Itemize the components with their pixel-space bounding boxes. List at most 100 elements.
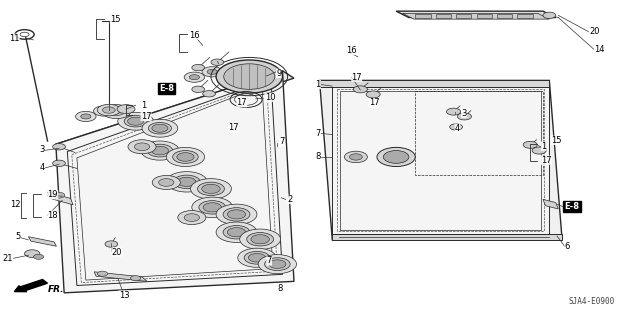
Text: 16: 16 (346, 46, 357, 55)
Circle shape (264, 258, 290, 271)
Circle shape (109, 108, 124, 115)
Circle shape (134, 143, 150, 151)
Circle shape (344, 151, 367, 163)
Text: 17: 17 (541, 156, 552, 165)
Circle shape (216, 60, 282, 93)
Circle shape (532, 147, 546, 154)
Polygon shape (332, 234, 562, 240)
Circle shape (24, 250, 40, 257)
Circle shape (247, 233, 273, 246)
Circle shape (102, 107, 115, 113)
Text: 13: 13 (119, 291, 129, 300)
Text: 1: 1 (541, 142, 547, 151)
Circle shape (105, 241, 118, 247)
Circle shape (152, 175, 180, 189)
Text: 17: 17 (228, 123, 239, 132)
Circle shape (142, 119, 178, 137)
Polygon shape (477, 14, 492, 18)
Circle shape (128, 140, 156, 154)
Text: 17: 17 (351, 73, 362, 82)
Text: 4: 4 (40, 163, 45, 172)
Circle shape (543, 12, 556, 19)
Text: 12: 12 (10, 200, 20, 209)
Text: 8: 8 (316, 152, 321, 161)
Circle shape (269, 260, 286, 269)
Text: 17: 17 (237, 98, 247, 107)
Text: 2: 2 (287, 195, 293, 204)
Text: SJA4-E0900: SJA4-E0900 (568, 297, 614, 306)
Circle shape (203, 203, 221, 212)
FancyArrow shape (14, 279, 47, 292)
Circle shape (81, 114, 91, 119)
Circle shape (211, 59, 224, 65)
Text: 19: 19 (47, 190, 58, 199)
Circle shape (523, 141, 537, 148)
Circle shape (377, 147, 415, 167)
Circle shape (117, 105, 135, 114)
Text: 18: 18 (47, 211, 58, 219)
Circle shape (366, 91, 380, 98)
Circle shape (353, 86, 367, 93)
Polygon shape (543, 199, 558, 209)
Text: 6: 6 (564, 242, 570, 251)
Polygon shape (56, 71, 294, 293)
Circle shape (192, 64, 205, 71)
Circle shape (189, 75, 200, 80)
Text: 16: 16 (189, 31, 200, 40)
Circle shape (192, 86, 205, 93)
Text: 10: 10 (264, 93, 275, 102)
Circle shape (199, 201, 226, 214)
Text: 15: 15 (550, 136, 561, 145)
Circle shape (124, 115, 147, 127)
Circle shape (52, 144, 65, 150)
Circle shape (450, 124, 463, 130)
Polygon shape (403, 13, 549, 19)
Text: 20: 20 (589, 27, 600, 36)
Text: E-8: E-8 (564, 202, 580, 211)
Polygon shape (497, 14, 512, 18)
Text: 3: 3 (40, 145, 45, 154)
Circle shape (99, 108, 109, 114)
Circle shape (131, 276, 141, 281)
Circle shape (198, 182, 225, 196)
Circle shape (227, 228, 246, 237)
Circle shape (152, 124, 168, 132)
Circle shape (173, 151, 198, 163)
Circle shape (166, 147, 205, 167)
Circle shape (447, 108, 461, 115)
Text: 3: 3 (461, 109, 467, 118)
Text: 7: 7 (266, 256, 272, 265)
Text: FR.: FR. (47, 285, 64, 293)
Text: 4: 4 (455, 124, 460, 133)
Circle shape (207, 69, 218, 74)
Circle shape (458, 113, 472, 120)
Circle shape (244, 251, 269, 264)
Circle shape (192, 197, 233, 218)
Circle shape (102, 105, 131, 119)
Circle shape (202, 184, 220, 193)
Circle shape (223, 226, 250, 239)
Circle shape (177, 153, 194, 161)
Circle shape (52, 160, 65, 167)
Circle shape (203, 91, 216, 97)
Text: 1: 1 (141, 101, 146, 110)
Text: 9: 9 (276, 69, 282, 78)
Circle shape (227, 210, 246, 219)
Circle shape (173, 175, 200, 189)
Circle shape (148, 122, 172, 134)
Circle shape (141, 141, 179, 160)
Circle shape (184, 72, 205, 82)
Polygon shape (332, 87, 549, 234)
Circle shape (118, 112, 154, 130)
Text: 20: 20 (111, 248, 122, 256)
Text: 21: 21 (3, 254, 13, 263)
Text: 17: 17 (141, 112, 152, 121)
Circle shape (349, 154, 362, 160)
Text: 7: 7 (279, 137, 285, 146)
Polygon shape (47, 192, 73, 205)
Circle shape (177, 177, 196, 186)
Circle shape (166, 172, 207, 192)
Polygon shape (56, 71, 294, 152)
Text: 8: 8 (277, 284, 283, 293)
Circle shape (76, 111, 96, 122)
